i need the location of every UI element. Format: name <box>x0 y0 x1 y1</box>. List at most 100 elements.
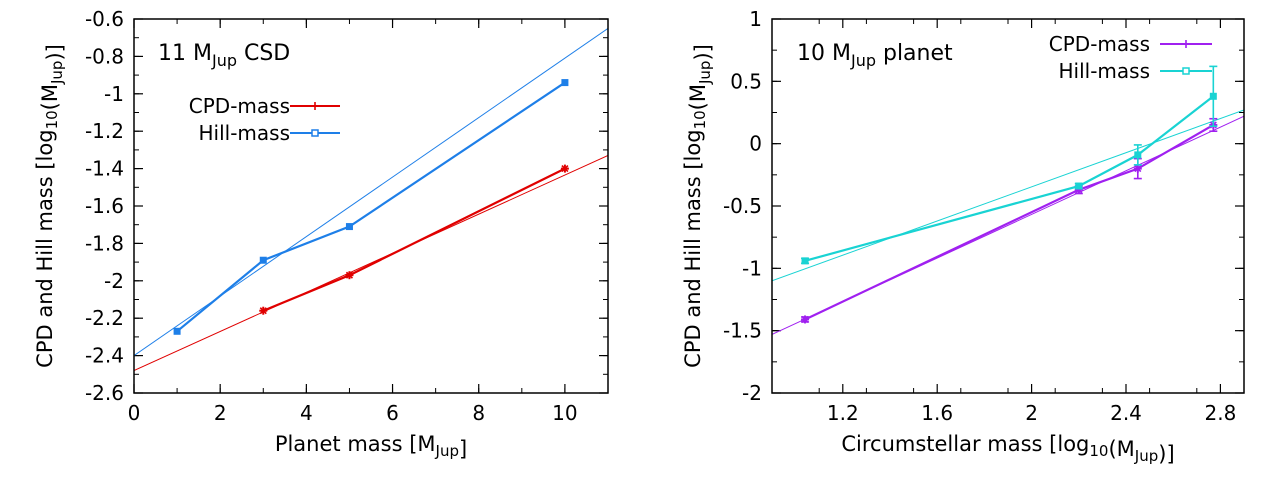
data-point-cross <box>259 307 267 315</box>
text-run: log <box>33 129 57 161</box>
subscript: Jup <box>696 61 714 85</box>
left-chart-title: 11 MJup CSD <box>158 41 290 70</box>
series-line-hill-mass <box>176 81 566 333</box>
left-chart-y-tick-labels: -2.6 -2.4 -2.2 -2 -1.8 -1.6 -1.4 -1.2 -1 -0.8 -0.6 <box>85 7 124 405</box>
text-run: M <box>417 432 435 456</box>
legend-label-hill-mass: Hill-mass <box>198 121 290 145</box>
data-point-cross <box>801 315 809 324</box>
y-tick-label: -0.8 <box>85 44 124 68</box>
y-tick-label: -1.8 <box>85 231 124 255</box>
y-tick-label: -1.2 <box>85 119 124 143</box>
series-line-hill-mass <box>804 95 1214 262</box>
text-run: M <box>38 84 62 102</box>
legend-label-cpd-mass: CPD-mass <box>189 94 290 118</box>
subscript: 10 <box>43 110 61 129</box>
data-point-cross <box>561 165 569 173</box>
left-chart-series <box>173 79 569 335</box>
right-chart-series <box>801 65 1218 324</box>
left-chart-y-axis-title: CPD and Hill mass [log10(MJup)] <box>33 44 67 368</box>
series-line-cpd-mass <box>262 167 566 312</box>
data-point-square <box>1075 182 1083 190</box>
y-tick-label: -0.5 <box>723 194 762 218</box>
data-point-cross <box>345 271 354 279</box>
text-run: M <box>686 84 710 102</box>
text-run: )] <box>691 44 715 60</box>
subscript: 10 <box>1089 442 1108 460</box>
text-run: CPD and Hill mass [ <box>681 161 705 367</box>
x-tick-label: 4 <box>300 401 313 425</box>
legend-label-cpd-mass: CPD-mass <box>1049 32 1150 56</box>
right-chart-y-tick-labels: -2 -1.5 -1 -0.5 0 0.5 1 <box>723 7 762 405</box>
text-run: log <box>1057 432 1089 456</box>
data-point-square <box>1209 92 1217 100</box>
x-tick-label: 2 <box>214 401 227 425</box>
y-tick-label: -1.5 <box>723 319 762 343</box>
text-run: )] <box>1158 442 1174 466</box>
data-point-square <box>801 257 809 265</box>
y-tick-label: -2.2 <box>85 306 124 330</box>
subscript: 10 <box>691 110 709 129</box>
text-run: CPD and Hill mass [ <box>33 161 57 367</box>
text-run: ( <box>38 102 62 110</box>
text-run: ( <box>1108 437 1116 461</box>
y-tick-label: 1 <box>749 7 762 31</box>
subscript: Jup <box>1134 447 1158 465</box>
y-tick-label: -1.6 <box>85 194 124 218</box>
left-chart-x-tick-labels: 0 2 4 6 8 10 <box>128 401 578 425</box>
right-chart-y-axis-title: CPD and Hill mass [log10(MJup)] <box>681 44 715 368</box>
left-chart-legend: CPD-mass Hill-mass <box>189 94 340 145</box>
y-tick-label: -0.6 <box>85 7 124 31</box>
x-tick-label: 1.6 <box>921 401 953 425</box>
y-tick-label: -2 <box>104 269 124 293</box>
x-tick-label: 8 <box>472 401 485 425</box>
legend-marker-square <box>311 129 319 137</box>
text-run: ( <box>686 102 710 110</box>
y-tick-label: 0 <box>749 132 762 156</box>
y-tick-label: -2 <box>742 381 762 405</box>
x-tick-label: 6 <box>386 401 399 425</box>
data-point-square <box>1134 151 1142 159</box>
legend-marker-square <box>1182 67 1190 75</box>
x-tick-label: 1.2 <box>827 401 859 425</box>
right-chart-panel: 10 MJup planet CPD-mass Hill-mass 1.2 1.6 2… <box>681 7 1245 466</box>
fit-line-hill-mass <box>772 109 1244 282</box>
x-tick-label: 2.8 <box>1204 401 1236 425</box>
data-point-square <box>345 223 353 231</box>
left-chart-ticks <box>133 18 609 394</box>
text-run: log <box>681 129 705 161</box>
left-chart-panel: 11 MJup CSD CPD-mass Hill-mass 0 2 4 6 8 10 -2… <box>33 7 609 461</box>
x-tick-label: 2 <box>1025 401 1038 425</box>
right-chart-x-tick-labels: 1.2 1.6 2 2.4 2.8 <box>827 401 1236 425</box>
left-chart-fit-lines <box>134 27 608 372</box>
subscript: Jup <box>435 442 459 460</box>
legend-label-hill-mass: Hill-mass <box>1058 59 1150 83</box>
right-chart-legend: CPD-mass Hill-mass <box>1049 32 1212 83</box>
data-point-cross <box>1134 165 1142 173</box>
data-point-square <box>561 79 569 87</box>
x-tick-label: 10 <box>552 401 577 425</box>
right-chart-frame <box>771 18 1245 394</box>
x-tick-label: 2.4 <box>1110 401 1142 425</box>
left-chart-x-axis-title: Planet mass [MJup] <box>275 432 467 461</box>
y-tick-label: -1 <box>104 82 124 106</box>
y-tick-label: -2.4 <box>85 344 124 368</box>
y-tick-label: -1 <box>742 256 762 280</box>
y-tick-label: 0.5 <box>730 69 762 93</box>
data-point-square <box>259 256 267 264</box>
y-tick-label: -2.6 <box>85 381 124 405</box>
subscript: Jup <box>48 61 66 85</box>
text-run: Circumstellar mass [ <box>841 432 1057 456</box>
left-chart-frame <box>133 18 609 394</box>
right-chart-x-axis-title: Circumstellar mass [log10(MJup)] <box>841 432 1174 466</box>
fit-line-hill-mass <box>134 27 608 357</box>
text-run: Planet mass [ <box>275 432 418 456</box>
data-point-square <box>173 327 181 335</box>
fit-line-cpd-mass <box>134 155 608 372</box>
right-chart-title: 10 MJup planet <box>797 41 953 70</box>
text-run: ] <box>459 437 467 461</box>
y-tick-label: -1.4 <box>85 157 124 181</box>
series-line-cpd-mass <box>804 124 1214 321</box>
text-run: )] <box>43 44 67 60</box>
x-tick-label: 0 <box>128 401 141 425</box>
